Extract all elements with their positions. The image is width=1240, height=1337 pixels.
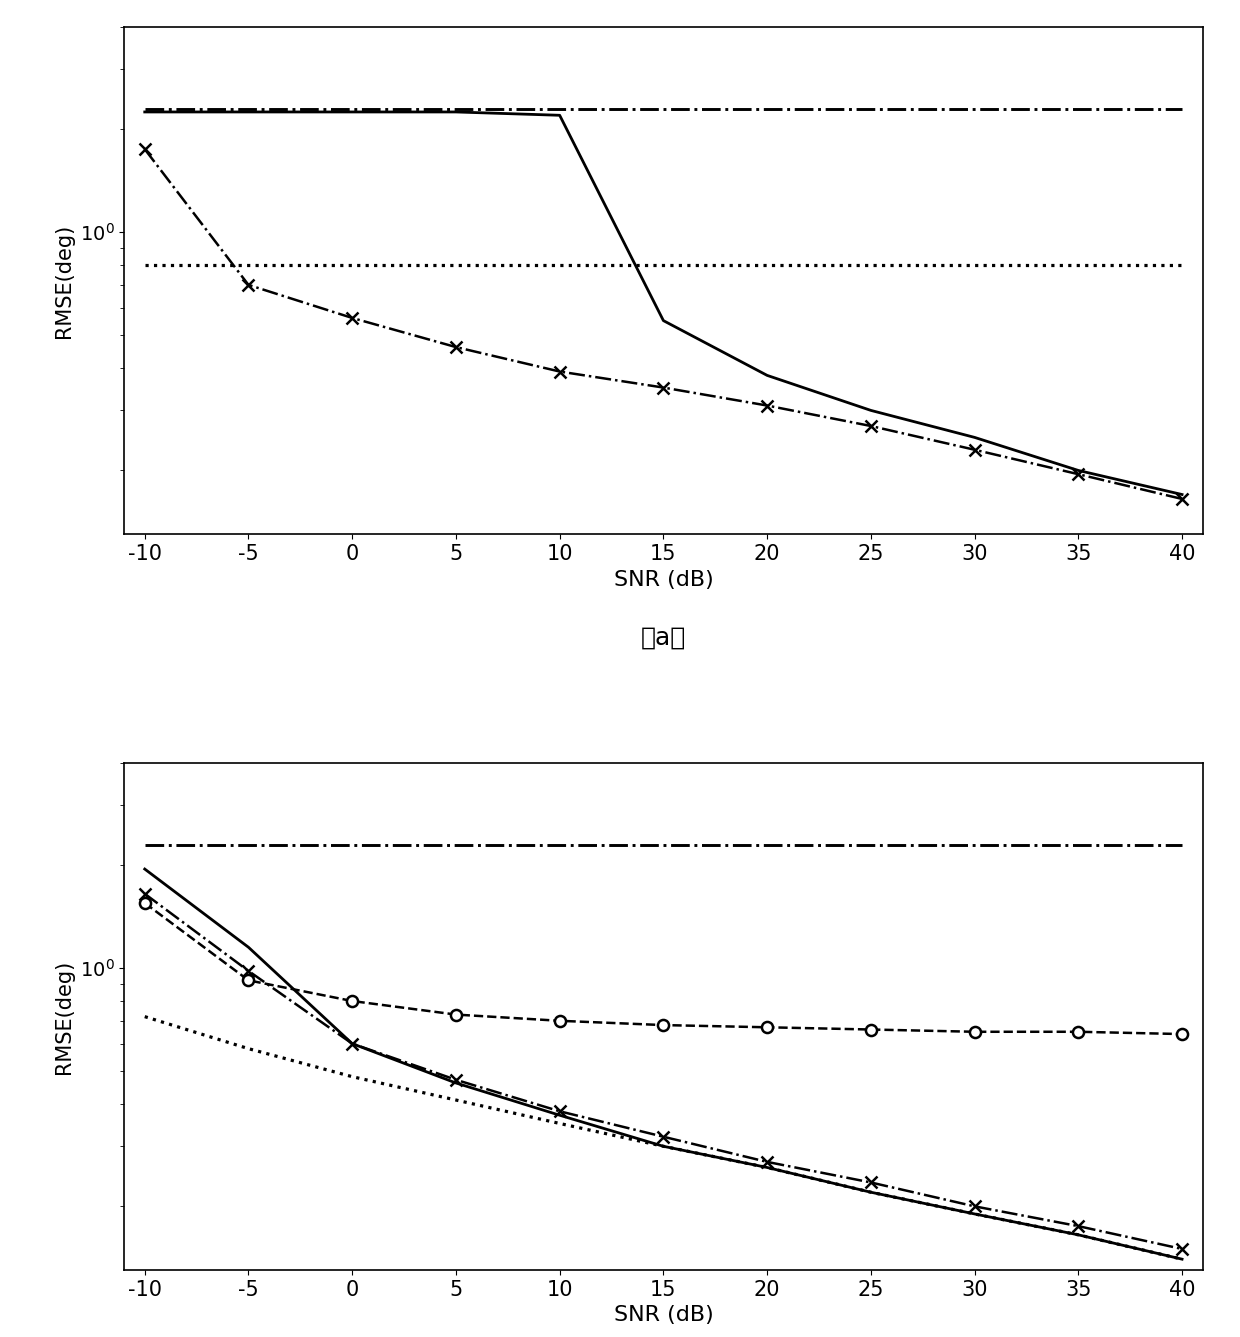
- Text: （a）: （a）: [641, 626, 686, 650]
- Y-axis label: RMSE(deg): RMSE(deg): [55, 959, 74, 1074]
- X-axis label: SNR (dB): SNR (dB): [614, 1305, 713, 1325]
- Y-axis label: RMSE(deg): RMSE(deg): [55, 223, 74, 338]
- X-axis label: SNR (dB): SNR (dB): [614, 570, 713, 590]
